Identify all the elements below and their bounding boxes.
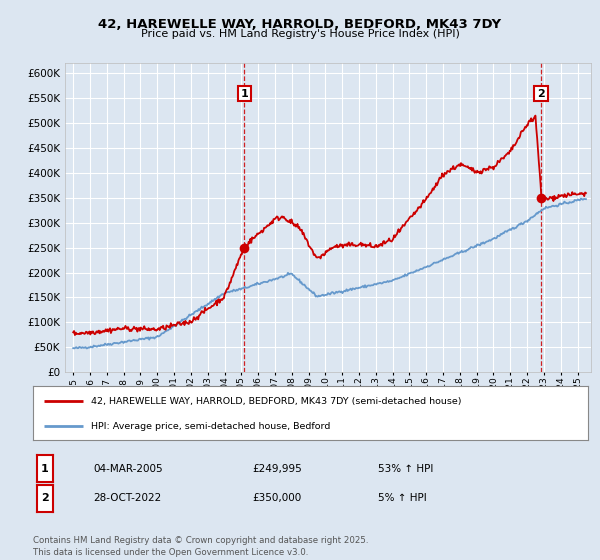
Text: 28-OCT-2022: 28-OCT-2022 — [93, 493, 161, 503]
Text: 2: 2 — [41, 493, 49, 503]
Text: 42, HAREWELLE WAY, HARROLD, BEDFORD, MK43 7DY: 42, HAREWELLE WAY, HARROLD, BEDFORD, MK4… — [98, 18, 502, 31]
Text: Price paid vs. HM Land Registry's House Price Index (HPI): Price paid vs. HM Land Registry's House … — [140, 29, 460, 39]
Text: HPI: Average price, semi-detached house, Bedford: HPI: Average price, semi-detached house,… — [91, 422, 331, 431]
Text: 53% ↑ HPI: 53% ↑ HPI — [378, 464, 433, 474]
Text: 1: 1 — [241, 88, 248, 99]
Text: Contains HM Land Registry data © Crown copyright and database right 2025.
This d: Contains HM Land Registry data © Crown c… — [33, 536, 368, 557]
Text: 42, HAREWELLE WAY, HARROLD, BEDFORD, MK43 7DY (semi-detached house): 42, HAREWELLE WAY, HARROLD, BEDFORD, MK4… — [91, 397, 462, 406]
Text: 1: 1 — [41, 464, 49, 474]
Text: £350,000: £350,000 — [252, 493, 301, 503]
Text: 5% ↑ HPI: 5% ↑ HPI — [378, 493, 427, 503]
Text: 04-MAR-2005: 04-MAR-2005 — [93, 464, 163, 474]
Text: 2: 2 — [537, 88, 545, 99]
Text: £249,995: £249,995 — [252, 464, 302, 474]
